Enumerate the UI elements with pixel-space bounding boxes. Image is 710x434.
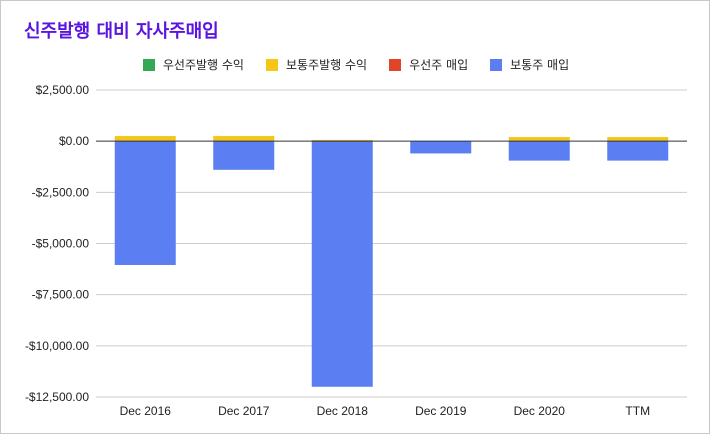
x-tick-label: Dec 2018	[317, 404, 369, 418]
bar	[508, 137, 570, 142]
legend-label: 보통주발행 수익	[285, 58, 368, 72]
legend-swatch	[142, 58, 155, 71]
bar	[410, 141, 472, 154]
legend-swatch	[265, 58, 278, 71]
legend-item: 우선주발행 수익	[142, 56, 244, 73]
legend-item: 보통주발행 수익	[265, 56, 368, 73]
x-tick-label: Dec 2020	[514, 404, 566, 418]
y-tick-label: $0.00	[59, 134, 89, 148]
legend-item: 우선주 매입	[389, 56, 468, 73]
y-tick-label: $2,500.00	[36, 83, 90, 97]
legend-label: 우선주발행 수익	[162, 58, 244, 72]
legend: 우선주발행 수익 보통주발행 수익 우선주 매입 보통주 매입	[1, 56, 710, 73]
y-tick-label: -$12,500.00	[25, 390, 89, 404]
bar	[607, 141, 669, 161]
bar	[114, 141, 176, 265]
bar	[508, 141, 570, 161]
bar	[311, 139, 373, 142]
x-tick-label: Dec 2017	[218, 404, 270, 418]
legend-swatch	[389, 58, 402, 71]
y-tick-label: -$5,000.00	[32, 237, 90, 251]
bar	[607, 137, 669, 142]
bar	[311, 141, 373, 387]
x-tick-label: Dec 2016	[120, 404, 172, 418]
y-tick-label: -$2,500.00	[32, 185, 90, 199]
legend-label: 우선주 매입	[409, 58, 469, 72]
legend-swatch	[490, 58, 503, 71]
x-tick-label: Dec 2019	[415, 404, 467, 418]
bar	[213, 136, 275, 142]
legend-label: 보통주 매입	[510, 58, 570, 72]
legend-item: 보통주 매입	[490, 56, 569, 73]
bar	[213, 141, 275, 170]
bar	[114, 136, 176, 142]
y-tick-label: -$10,000.00	[25, 339, 89, 353]
x-tick-label: TTM	[625, 404, 650, 418]
y-tick-label: -$7,500.00	[32, 288, 90, 302]
chart-title: 신주발행 대비 자사주매입	[24, 21, 219, 42]
